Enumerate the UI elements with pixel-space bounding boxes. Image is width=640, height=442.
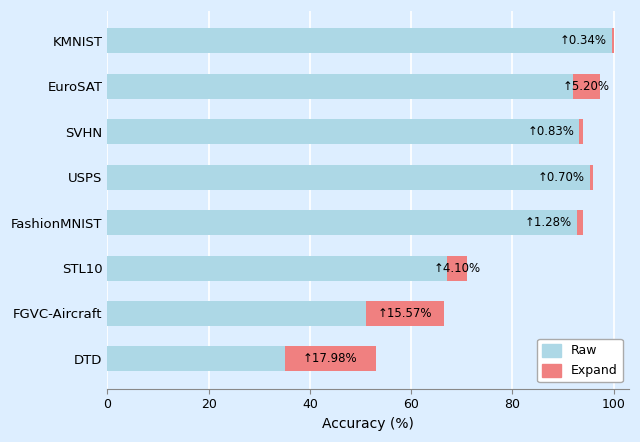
Bar — [108, 119, 579, 144]
Bar — [447, 255, 467, 281]
Bar — [577, 210, 583, 235]
Text: ↑0.70%: ↑0.70% — [538, 171, 585, 183]
Bar — [573, 74, 600, 99]
Bar — [108, 28, 612, 53]
Bar — [108, 301, 365, 326]
Bar — [108, 347, 285, 371]
Bar — [590, 164, 593, 190]
Bar — [108, 255, 447, 281]
Bar — [365, 301, 444, 326]
Text: ↑1.28%: ↑1.28% — [525, 216, 572, 229]
Bar — [108, 74, 573, 99]
Bar — [285, 347, 376, 371]
Bar — [612, 28, 614, 53]
Bar — [579, 119, 583, 144]
Text: ↑17.98%: ↑17.98% — [303, 352, 358, 366]
X-axis label: Accuracy (%): Accuracy (%) — [323, 417, 414, 431]
Text: ↑0.83%: ↑0.83% — [527, 125, 574, 138]
Text: ↑4.10%: ↑4.10% — [433, 262, 481, 274]
Bar — [108, 164, 590, 190]
Text: ↑5.20%: ↑5.20% — [563, 80, 610, 93]
Bar — [108, 210, 577, 235]
Text: ↑15.57%: ↑15.57% — [378, 307, 432, 320]
Legend: Raw, Expand: Raw, Expand — [537, 339, 623, 382]
Text: ↑0.34%: ↑0.34% — [560, 34, 607, 47]
